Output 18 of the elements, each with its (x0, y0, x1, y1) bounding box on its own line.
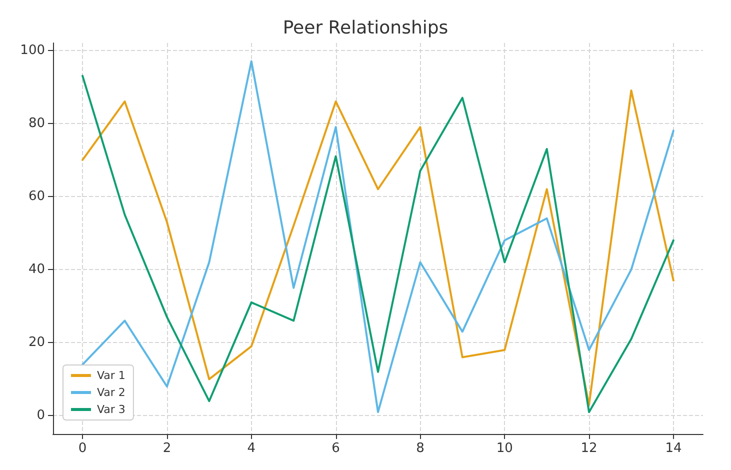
x-tick-label: 8 (416, 441, 424, 456)
x-tick-label: 2 (162, 441, 172, 456)
legend-label: Var 1 (97, 369, 126, 382)
legend-label: Var 3 (97, 403, 126, 416)
y-tick-label: 60 (28, 188, 45, 204)
x-tick-label: 6 (332, 441, 340, 456)
y-tick-label: 40 (28, 262, 45, 278)
legend-label: Var 2 (97, 386, 126, 399)
y-tick-label: 20 (28, 335, 45, 350)
y-tick-label: 80 (28, 116, 45, 131)
chart-title: Peer Relationships (282, 18, 448, 38)
x-tick-label: 10 (496, 441, 513, 456)
y-tick-label: 100 (20, 42, 45, 58)
x-tick-label: 0 (78, 441, 87, 456)
x-tick-label: 12 (580, 441, 598, 456)
y-tick-label: 0 (36, 408, 45, 424)
x-tick-label: 14 (665, 441, 682, 456)
x-tick-label: 4 (247, 441, 256, 456)
